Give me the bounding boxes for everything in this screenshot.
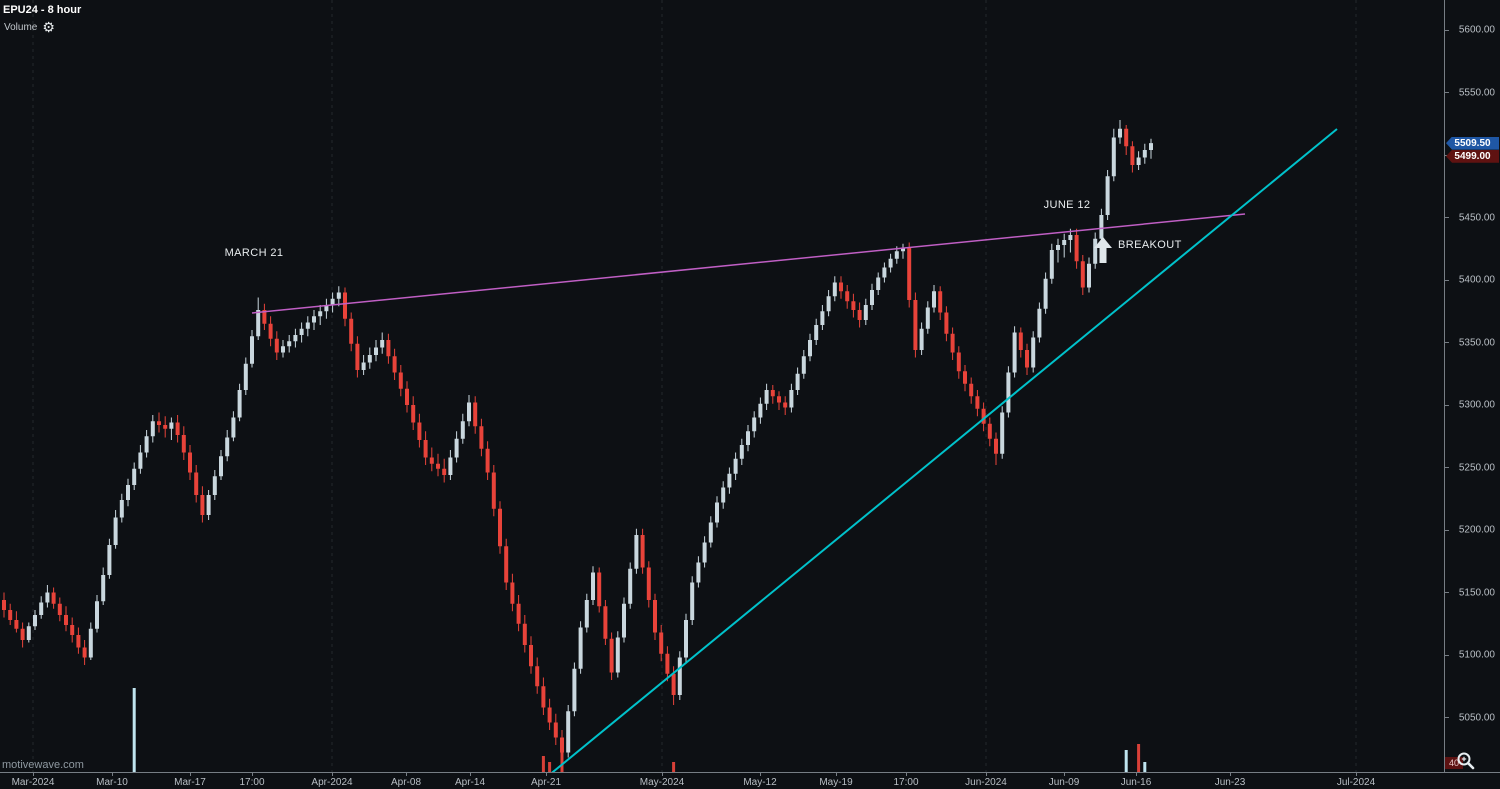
price-tick-mark: [1445, 529, 1449, 531]
price-tick-mark: [1445, 404, 1449, 406]
time-tick-mark: [190, 773, 191, 776]
time-tick-label: Apr-21: [530, 777, 562, 788]
time-tick-label: May-2024: [639, 777, 685, 788]
time-tick-mark: [112, 773, 113, 776]
annotation-june-12[interactable]: JUNE 12: [1043, 199, 1091, 211]
price-axis[interactable]: 5600.005550.005500.005450.005400.005350.…: [1444, 0, 1500, 772]
price-tick-label: 5100.00: [1458, 649, 1495, 661]
time-tick-label: Apr-14: [454, 777, 486, 788]
watermark: motivewave.com: [2, 759, 84, 771]
time-tick-label: Mar-10: [96, 777, 128, 788]
annotations-layer: MARCH 21 JUNE 12 BREAKOUT: [224, 199, 1182, 259]
time-tick-mark: [406, 773, 407, 776]
price-tick-mark: [1445, 717, 1449, 718]
settings-gear-icon[interactable]: ⚙: [42, 19, 55, 35]
price-tick-label: 5350.00: [1458, 337, 1495, 348]
time-tick-label: May-12: [743, 777, 777, 788]
annotation-march-21[interactable]: MARCH 21: [224, 247, 284, 259]
time-tick-mark: [906, 773, 907, 776]
price-tick-mark: [1445, 154, 1449, 156]
price-tick-mark: [1445, 467, 1449, 468]
price-tick-label: 5250.00: [1458, 462, 1495, 473]
time-tick-mark: [836, 773, 837, 776]
time-tick-mark: [662, 773, 663, 776]
price-tick-label: 5550.00: [1458, 87, 1495, 98]
time-tick-mark: [252, 773, 253, 776]
price-tick-mark: [1445, 217, 1449, 218]
price-tick-label: 5300.00: [1458, 399, 1495, 411]
time-tick-label: Jun-2024: [965, 777, 1007, 788]
time-tick-mark: [1136, 773, 1137, 776]
time-tick-mark: [760, 773, 761, 776]
time-tick-label: Apr-2024: [311, 777, 353, 788]
symbol-title: EPU24 - 8 hour: [3, 4, 82, 16]
breakout-arrow[interactable]: [1094, 237, 1112, 263]
time-tick-mark: [332, 773, 333, 776]
month-gridlines: [32, 0, 1357, 772]
time-tick-mark: [1230, 773, 1231, 776]
price-tick-label: 5200.00: [1458, 524, 1495, 536]
price-tick-label: 5400.00: [1458, 274, 1495, 286]
time-tick-label: Jun-23: [1214, 777, 1246, 788]
price-tick-mark: [1445, 592, 1449, 593]
candles: [2, 120, 1153, 770]
time-tick-label: Mar-2024: [11, 777, 55, 788]
time-tick-mark: [546, 773, 547, 776]
magnifier-glyph: [1457, 752, 1475, 770]
time-tick-label: Jun-16: [1120, 777, 1152, 788]
price-tick-mark: [1445, 342, 1449, 343]
price-tick-mark: [1445, 29, 1449, 31]
price-tick-mark: [1445, 654, 1449, 656]
trendline-uptrend-support[interactable]: [548, 128, 1338, 772]
annotation-breakout[interactable]: BREAKOUT: [1118, 239, 1182, 251]
study-label[interactable]: Volume: [4, 21, 38, 33]
time-tick-label: Jul-2024: [1336, 777, 1376, 788]
time-tick-mark: [470, 773, 471, 776]
time-tick-label: Apr-08: [390, 777, 422, 788]
time-tick-mark: [986, 773, 987, 776]
time-axis[interactable]: Mar-2024 Mar-10 Mar-17 17:00 Apr-2024 Apr-08 A…: [0, 772, 1500, 789]
time-tick-label: May-19: [819, 777, 853, 788]
zoom-icon[interactable]: [1454, 750, 1478, 772]
price-tick-mark: [1445, 279, 1449, 281]
time-tick-label: Mar-17: [174, 777, 206, 788]
time-tick-label: Jun-09: [1048, 777, 1080, 788]
last-price-label: 5509.50: [1446, 136, 1499, 150]
volume-study-row: Volume ⚙: [4, 20, 55, 34]
price-tick-label: 5450.00: [1458, 212, 1495, 223]
price-tick-label: 5150.00: [1458, 587, 1495, 598]
time-tick-mark: [1356, 773, 1357, 776]
trendline-wedge-resistance[interactable]: [251, 213, 1246, 314]
time-tick-label: 17:00: [239, 777, 265, 788]
price-tick-label: 5600.00: [1458, 24, 1495, 36]
time-tick-mark: [1064, 773, 1065, 776]
time-tick-mark: [33, 773, 34, 776]
time-tick-label: 17:00: [893, 777, 919, 788]
price-tick-mark: [1445, 92, 1449, 93]
price-chart-canvas[interactable]: [0, 0, 1444, 772]
price-tick-label: 5050.00: [1458, 712, 1495, 723]
last-price-label: 5499.00: [1446, 149, 1499, 163]
